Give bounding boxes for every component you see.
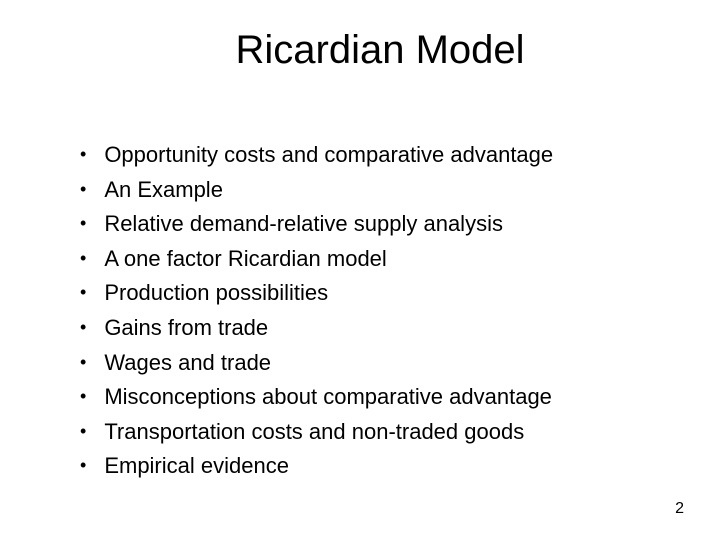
bullet-icon: • — [80, 452, 86, 479]
bullet-icon: • — [80, 418, 86, 445]
bullet-text: Misconceptions about comparative advanta… — [104, 383, 552, 412]
bullet-text: Relative demand-relative supply analysis — [104, 210, 503, 239]
page-number: 2 — [675, 500, 684, 518]
bullet-icon: • — [80, 279, 86, 306]
list-item: • Empirical evidence — [80, 452, 660, 481]
bullet-text: Wages and trade — [104, 349, 271, 378]
bullet-text: A one factor Ricardian model — [104, 245, 387, 274]
list-item: • A one factor Ricardian model — [80, 245, 660, 274]
list-item: • Transportation costs and non-traded go… — [80, 418, 660, 447]
bullet-list: • Opportunity costs and comparative adva… — [60, 141, 660, 481]
list-item: • Opportunity costs and comparative adva… — [80, 141, 660, 170]
list-item: • Relative demand-relative supply analys… — [80, 210, 660, 239]
bullet-icon: • — [80, 349, 86, 376]
list-item: • Misconceptions about comparative advan… — [80, 383, 660, 412]
bullet-text: Gains from trade — [104, 314, 268, 343]
list-item: • Production possibilities — [80, 279, 660, 308]
bullet-icon: • — [80, 245, 86, 272]
bullet-icon: • — [80, 141, 86, 168]
list-item: • An Example — [80, 176, 660, 205]
bullet-text: Production possibilities — [104, 279, 328, 308]
slide-title: Ricardian Model — [100, 28, 660, 73]
list-item: • Wages and trade — [80, 349, 660, 378]
bullet-icon: • — [80, 314, 86, 341]
slide-container: Ricardian Model • Opportunity costs and … — [0, 0, 720, 540]
bullet-text: Transportation costs and non-traded good… — [104, 418, 524, 447]
bullet-text: An Example — [104, 176, 223, 205]
list-item: • Gains from trade — [80, 314, 660, 343]
bullet-icon: • — [80, 176, 86, 203]
bullet-text: Opportunity costs and comparative advant… — [104, 141, 553, 170]
bullet-text: Empirical evidence — [104, 452, 289, 481]
bullet-icon: • — [80, 210, 86, 237]
bullet-icon: • — [80, 383, 86, 410]
